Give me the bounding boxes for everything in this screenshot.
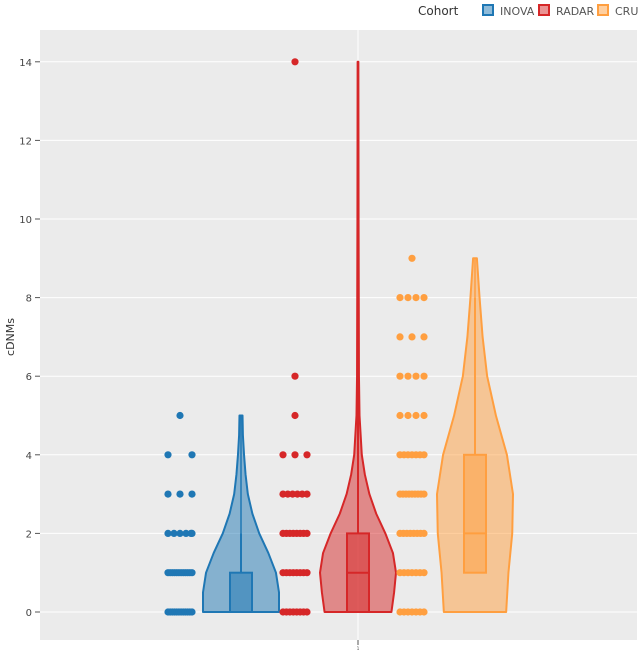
- y-tick-label: 2: [26, 529, 32, 540]
- data-point: [291, 372, 299, 380]
- data-point: [396, 411, 404, 420]
- data-point: [412, 372, 420, 380]
- data-point: [303, 569, 311, 577]
- data-point: [170, 529, 178, 538]
- box: [229, 571, 253, 614]
- data-point: [164, 490, 172, 498]
- data-point: [420, 608, 428, 616]
- data-point: [420, 490, 428, 498]
- data-point: [396, 333, 404, 341]
- data-point: [291, 451, 299, 459]
- data-point: [187, 529, 195, 538]
- data-point: [420, 294, 428, 302]
- data-point: [176, 411, 184, 420]
- y-tick-label: 0: [26, 608, 32, 619]
- data-point: [188, 569, 196, 577]
- data-point: [291, 58, 299, 66]
- data-point: [408, 254, 416, 262]
- legend-swatch-radar: [538, 4, 550, 16]
- y-tick-label: 4: [26, 451, 32, 462]
- data-point: [182, 529, 190, 538]
- data-point: [164, 451, 172, 459]
- data-point: [404, 411, 412, 420]
- legend-label: RADAR: [556, 5, 595, 18]
- data-point: [164, 529, 172, 538]
- data-point: [188, 490, 196, 498]
- data-point: [303, 490, 311, 498]
- data-point: [188, 608, 196, 616]
- data-point: [408, 333, 416, 341]
- data-point: [303, 608, 311, 616]
- y-tick-label: 8: [26, 294, 32, 305]
- data-point: [291, 411, 299, 420]
- data-point: [303, 529, 311, 538]
- x-tick-label: 1: [357, 646, 360, 651]
- legend-label: CRU: [615, 5, 638, 18]
- data-point: [404, 372, 412, 380]
- legend-swatch-cru: [597, 4, 609, 16]
- legend-swatch-inova: [482, 4, 494, 16]
- data-point: [420, 333, 428, 341]
- data-point: [188, 451, 196, 459]
- data-point: [279, 451, 287, 459]
- data-point: [176, 490, 184, 498]
- data-point: [420, 569, 428, 577]
- legend-title: Cohort: [418, 4, 459, 18]
- box: [463, 453, 487, 574]
- y-axis-label: cDNMs: [4, 318, 17, 356]
- data-point: [396, 372, 404, 380]
- data-point: [420, 529, 428, 538]
- y-tick-label: 12: [19, 136, 32, 147]
- data-point: [420, 451, 428, 459]
- data-point: [303, 451, 311, 459]
- data-point: [176, 529, 184, 538]
- data-point: [412, 294, 420, 302]
- data-point: [396, 294, 404, 302]
- data-point: [420, 411, 428, 420]
- data-point: [420, 372, 428, 380]
- y-tick-label: 6: [26, 372, 32, 383]
- legend-label: INOVA: [500, 5, 535, 18]
- data-point: [404, 294, 412, 302]
- data-point: [412, 411, 420, 420]
- y-tick-label: 10: [19, 215, 32, 226]
- y-tick-label: 14: [19, 58, 32, 69]
